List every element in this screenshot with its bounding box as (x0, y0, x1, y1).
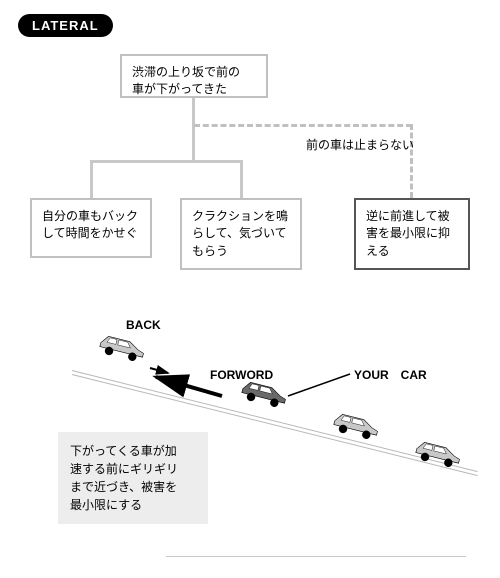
car-2 (327, 404, 385, 449)
flow-hbar (90, 160, 242, 163)
flow-root-box: 渋滞の上り坂で前の車が下がってきた (120, 54, 268, 98)
flow-child-1: クラクションを鳴らして、気づいてもらう (180, 198, 302, 270)
flow-dash-h (194, 124, 412, 127)
car-1 (235, 372, 293, 417)
lateral-badge: LATERAL (18, 14, 113, 37)
label-your-car: YOUR CAR (354, 366, 427, 383)
car-3 (409, 432, 467, 477)
bottom-rule (166, 556, 466, 557)
flow-child-0: 自分の車もバックして時間をかせぐ (30, 198, 152, 258)
car-0 (93, 326, 151, 371)
flow-drop-1 (240, 160, 243, 198)
flow-drop-0 (90, 160, 93, 198)
label-back: BACK (126, 318, 161, 332)
flow-trunk (192, 98, 195, 160)
flow-mid-annotation: 前の車は止まらない (306, 136, 414, 153)
slope-caption: 下がってくる車が加速する前にギリギリまで近づき、被害を最小限にする (58, 432, 208, 524)
flow-child-2: 逆に前進して被害を最小限に抑える (354, 198, 470, 270)
